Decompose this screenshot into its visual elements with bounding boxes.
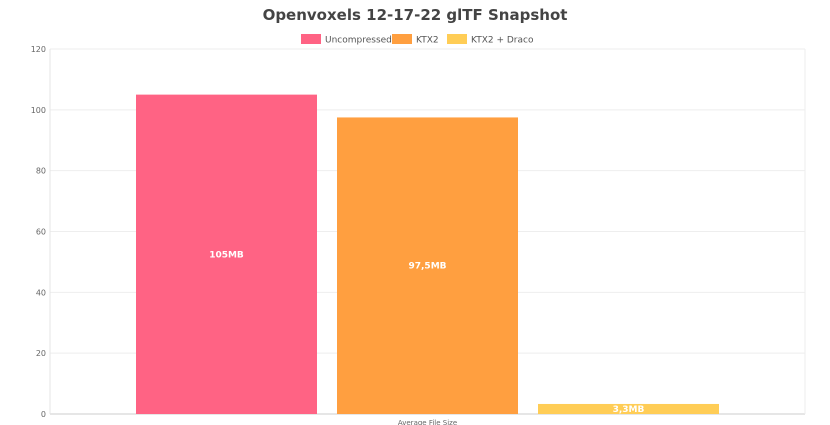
y-tick-label: 60 bbox=[36, 228, 46, 237]
legend-label[interactable]: Uncompressed bbox=[325, 36, 392, 46]
y-tick-label: 120 bbox=[31, 45, 46, 54]
legend-swatch[interactable] bbox=[447, 34, 467, 44]
y-tick-label: 80 bbox=[36, 167, 46, 176]
bar-ktx2[interactable] bbox=[337, 117, 518, 414]
bar-data-label: 3,3MB bbox=[613, 405, 645, 415]
chart-title: Openvoxels 12-17-22 glTF Snapshot bbox=[262, 6, 568, 24]
y-tick-label: 0 bbox=[41, 410, 46, 419]
bar-data-label: 97,5MB bbox=[408, 262, 446, 272]
y-tick-label: 40 bbox=[36, 288, 46, 297]
y-tick-label: 20 bbox=[36, 349, 46, 358]
legend-swatch[interactable] bbox=[392, 34, 412, 44]
x-category-label: Average File Size bbox=[398, 419, 457, 425]
legend-swatch[interactable] bbox=[301, 34, 321, 44]
bar-data-label: 105MB bbox=[209, 250, 244, 260]
legend-label[interactable]: KTX2 bbox=[416, 36, 439, 46]
y-tick-label: 100 bbox=[31, 106, 46, 115]
bar-ktx2-draco[interactable] bbox=[538, 403, 719, 414]
legend-label[interactable]: KTX2 + Draco bbox=[471, 36, 534, 46]
bar-uncompressed[interactable] bbox=[136, 94, 317, 414]
